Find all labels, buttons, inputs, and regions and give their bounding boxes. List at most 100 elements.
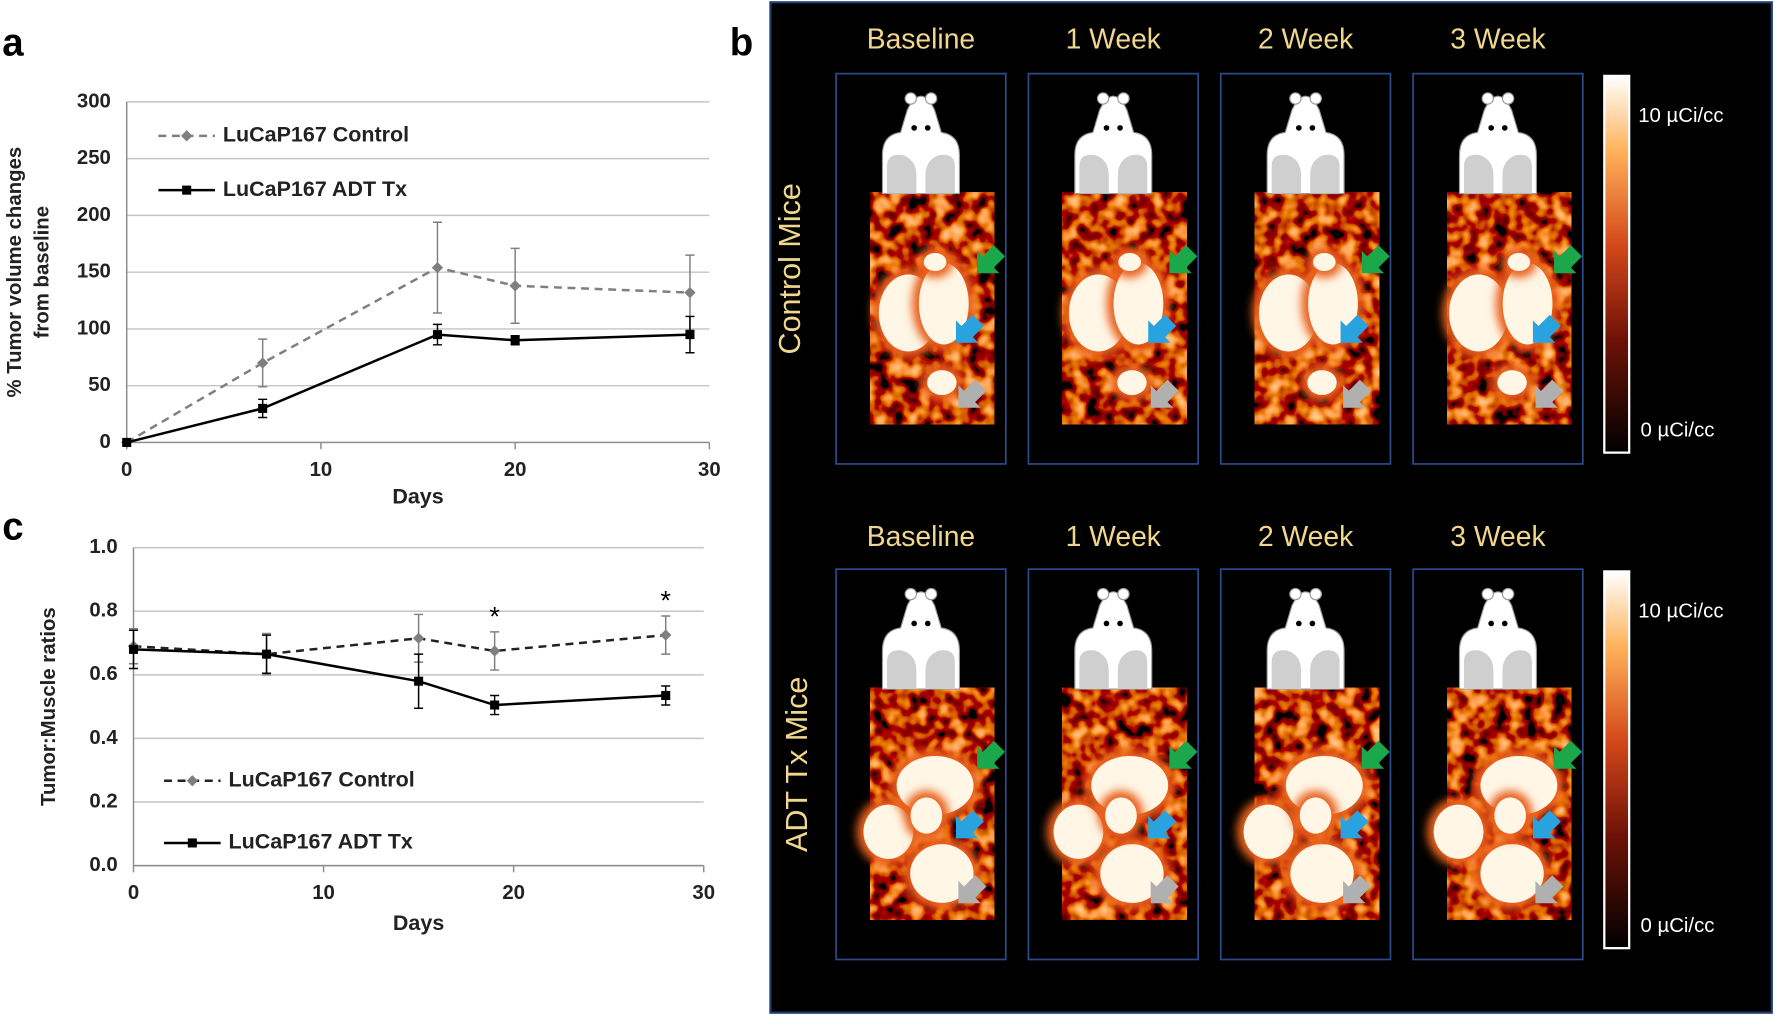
marker: [488, 645, 501, 657]
marker: [128, 644, 139, 654]
heat-core: [1433, 804, 1484, 859]
arrow: [1532, 810, 1561, 839]
mouse-ear: [1501, 92, 1515, 105]
marker: [490, 700, 500, 710]
mouse-eye: [1309, 620, 1316, 627]
pet-image: 1 Week: [1027, 520, 1199, 961]
mouse-ear: [1481, 587, 1494, 601]
mouse-eye: [1501, 620, 1508, 627]
column-label: Baseline: [867, 520, 975, 552]
mouse-eye: [1488, 620, 1494, 627]
arrow: [1340, 810, 1369, 839]
arrow: [958, 379, 987, 408]
y-tick-label: 0.8: [89, 600, 117, 622]
y-tick-label: 1.0: [89, 536, 117, 558]
mouse-eye: [1501, 125, 1508, 131]
pet-image: 1 Week: [1027, 22, 1199, 465]
mouse-leg: [1502, 154, 1532, 194]
heat-core: [1308, 263, 1358, 345]
heat-core: [1053, 804, 1104, 859]
mouse-eye: [1295, 620, 1302, 627]
arrow: [958, 875, 987, 904]
heat-core: [1290, 844, 1354, 903]
arrow: [1343, 379, 1372, 408]
mouse-ear: [924, 587, 938, 601]
mouse-eye: [911, 620, 917, 627]
mouse-eye: [1295, 125, 1302, 131]
legend-marker: [186, 775, 198, 787]
mouse-ear: [1501, 587, 1515, 601]
y-axis-label: Tumor:Muscle ratios: [38, 607, 60, 806]
arrow: [1532, 314, 1561, 343]
annotation: *: [489, 601, 500, 632]
heat-core: [1299, 797, 1332, 834]
heat-core: [863, 804, 914, 859]
arrow: [1361, 245, 1390, 274]
color-bar-max: 10 µCi/cc: [1638, 105, 1723, 127]
heat-core: [1494, 797, 1527, 834]
y-tick-label: 100: [77, 317, 111, 339]
heat-core: [1312, 252, 1336, 272]
x-tick-label: 10: [310, 459, 333, 481]
pet-image: 2 Week: [1219, 22, 1392, 465]
column-label: 3 Week: [1450, 22, 1546, 54]
y-axis-label: from baseline: [31, 206, 53, 338]
marker: [414, 676, 424, 686]
marker: [262, 649, 272, 659]
arrow: [1535, 875, 1564, 904]
series-line: [126, 333, 690, 444]
column-label: Baseline: [867, 22, 975, 54]
marker: [684, 286, 696, 299]
y-tick-label: 50: [88, 374, 111, 396]
heat-core: [1243, 804, 1294, 859]
mouse-eye: [1103, 620, 1110, 627]
series-line: [133, 648, 666, 707]
legend-label: LuCaP167 Control: [229, 767, 415, 791]
pet-image: 2 Week: [1219, 520, 1392, 961]
x-tick-label: 30: [698, 459, 721, 481]
pet-image: Baseline: [835, 22, 1007, 465]
pet-image: 3 Week: [1412, 22, 1584, 465]
heat-core: [1507, 252, 1531, 272]
x-tick-label: 30: [692, 882, 715, 904]
marker: [122, 437, 132, 447]
mouse-leg: [1464, 650, 1494, 690]
mouse-leg: [1117, 154, 1148, 194]
panel-label: b: [730, 21, 754, 64]
panel-label: a: [2, 21, 24, 64]
legend-marker: [187, 838, 197, 848]
column-label: 1 Week: [1066, 22, 1162, 54]
column-label: 2 Week: [1258, 520, 1354, 552]
marker: [257, 357, 269, 369]
x-tick-label: 20: [504, 459, 527, 481]
arrow: [955, 314, 984, 343]
arrow: [1361, 740, 1390, 769]
mouse-leg: [1271, 154, 1302, 194]
panel-label: c: [2, 506, 23, 549]
marker: [432, 330, 442, 340]
y-tick-label: 0.6: [89, 663, 117, 685]
row-label: ADT Tx Mice: [780, 677, 814, 852]
y-axis-label: % Tumor volume changes: [4, 147, 26, 398]
marker: [412, 632, 425, 644]
arrow: [1169, 245, 1198, 274]
column-label: 2 Week: [1258, 22, 1354, 54]
chart: c 0.0 0.2 0.4 0.6 0.8 1.0 0 10 20 30 Days Tumor:Musc…: [2, 506, 715, 935]
arrow: [1535, 379, 1564, 408]
mouse-ear: [1481, 92, 1494, 105]
legend-label: LuCaP167 ADT Tx: [223, 177, 407, 201]
mouse-leg: [1117, 650, 1148, 690]
x-axis-label: Days: [392, 485, 443, 509]
y-tick-label: 200: [77, 204, 111, 226]
mouse-leg: [1464, 154, 1494, 194]
annotation: *: [660, 585, 671, 616]
mouse-ear: [1096, 587, 1110, 601]
heat-core: [1449, 274, 1508, 352]
mouse-ear: [1309, 587, 1323, 601]
mouse-ear: [1117, 92, 1130, 105]
mouse-ear: [924, 92, 938, 105]
x-tick-label: 0: [121, 459, 132, 481]
mouse-leg: [887, 650, 917, 690]
